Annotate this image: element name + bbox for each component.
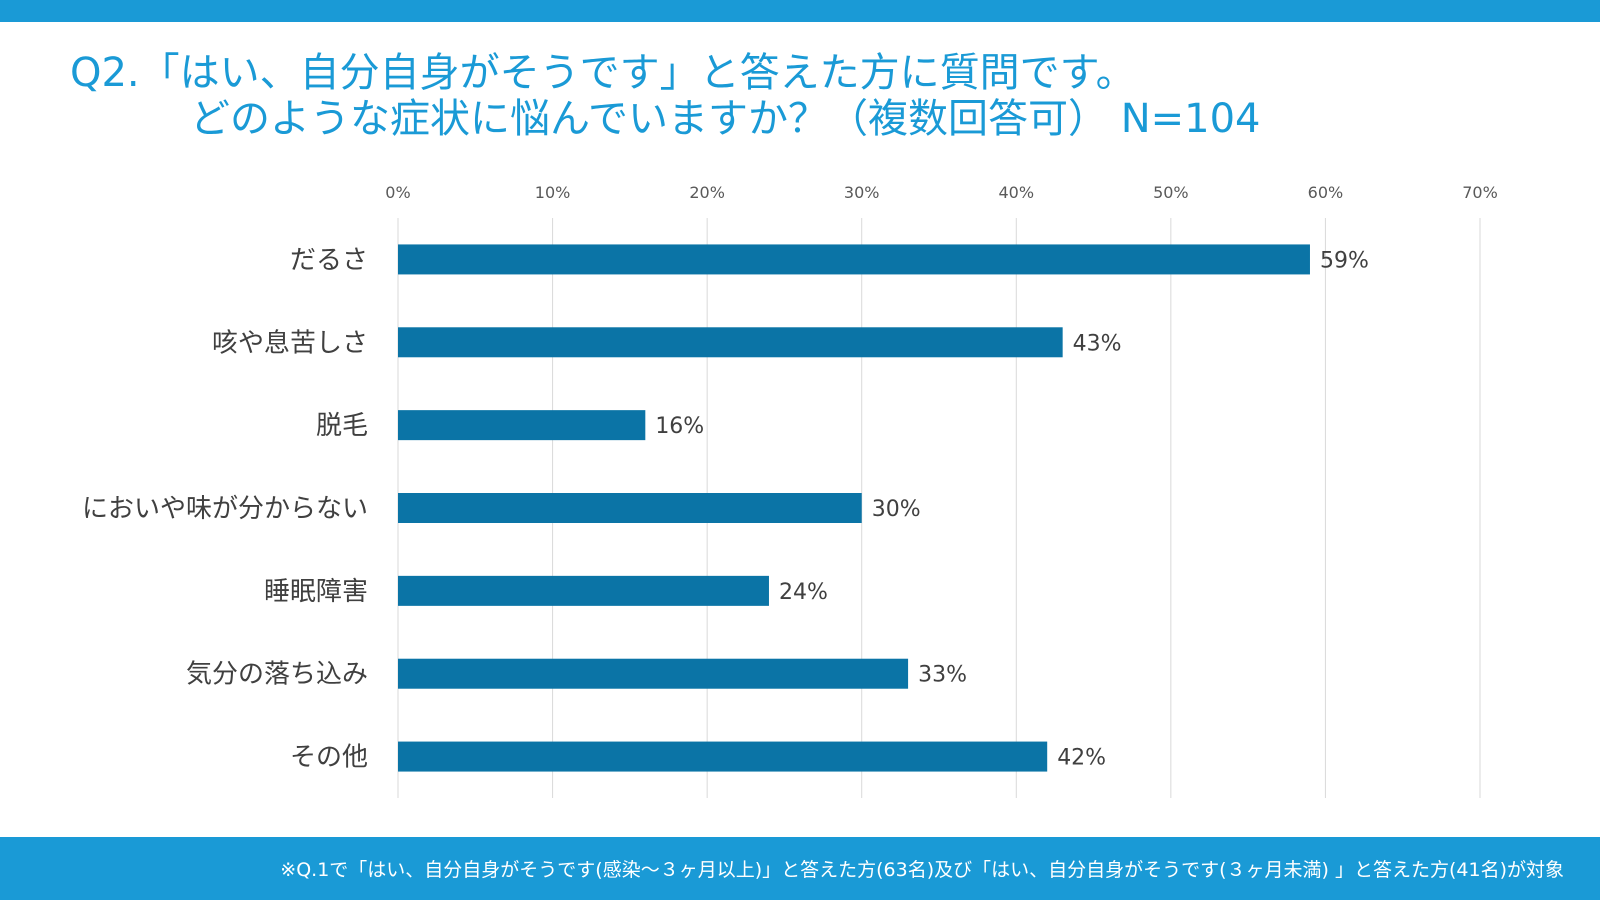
data-label: 42% <box>1057 746 1106 771</box>
data-label: 30% <box>872 497 921 522</box>
x-tick-label: 60% <box>1308 183 1344 202</box>
footer-bar: ※Q.1で「はい、自分自身がそうです(感染～３ヶ月以上)」と答えた方(63名)及… <box>0 837 1600 900</box>
category-label: 脱毛 <box>316 411 368 441</box>
data-label: 24% <box>779 580 828 605</box>
x-tick-label: 40% <box>999 183 1035 202</box>
data-label: 43% <box>1073 331 1122 356</box>
bar <box>398 575 769 606</box>
page-title: Q2.「はい、自分自身がそうです」と答えた方に質問です。 どのような症状に悩んで… <box>70 50 1261 142</box>
category-label: においや味が分からない <box>82 494 368 524</box>
bar <box>398 493 862 523</box>
title-line-1: Q2.「はい、自分自身がそうです」と答えた方に質問です。 <box>70 50 1136 96</box>
bar-chart: 0% 10% 20% 30% 40% 50% 60% 70% だるさ 59% 咳や息苦しさ 43% 脱毛… <box>82 183 1498 798</box>
x-tick-label: 20% <box>689 183 725 202</box>
x-tick-label: 70% <box>1462 183 1498 202</box>
footer-note: ※Q.1で「はい、自分自身がそうです(感染～３ヶ月以上)」と答えた方(63名)及… <box>280 859 1564 881</box>
data-label: 33% <box>918 663 967 688</box>
top-accent-bar <box>0 0 1600 22</box>
x-tick-label: 30% <box>844 183 880 202</box>
category-label: だるさ <box>290 245 368 275</box>
data-label: 16% <box>655 414 704 439</box>
bar <box>398 658 909 689</box>
category-label: 睡眠障害 <box>264 577 368 607</box>
bar <box>398 741 1048 772</box>
x-tick-label: 50% <box>1153 183 1189 202</box>
category-label: その他 <box>290 743 368 773</box>
x-tick-label: 10% <box>535 183 571 202</box>
category-label: 気分の落ち込み <box>186 660 368 690</box>
title-line-2: どのような症状に悩んでいますか？（複数回答可） N=104 <box>190 96 1261 142</box>
category-label: 咳や息苦しさ <box>212 328 368 358</box>
data-label: 59% <box>1320 248 1369 273</box>
bar <box>398 410 646 441</box>
bar <box>398 244 1310 275</box>
x-tick-label: 0% <box>385 183 410 202</box>
bar <box>398 327 1063 358</box>
